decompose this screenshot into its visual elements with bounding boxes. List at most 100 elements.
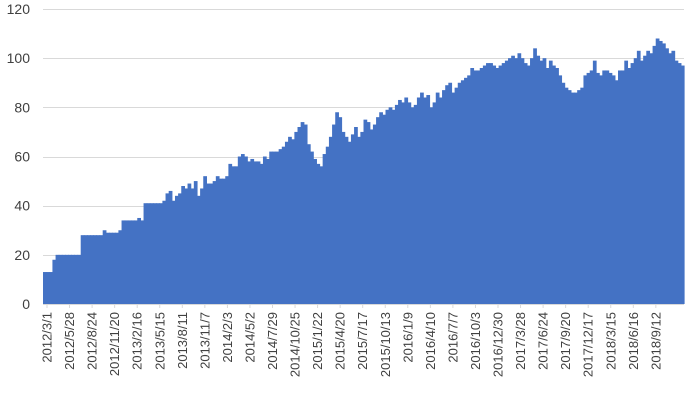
bar — [457, 82, 462, 304]
bar — [335, 112, 339, 304]
bar — [212, 181, 217, 304]
x-tick-label: 2015/10/13 — [378, 312, 393, 377]
bar — [209, 183, 214, 304]
bar — [288, 136, 292, 304]
y-tick-label: 120 — [7, 1, 31, 17]
bar — [602, 70, 607, 305]
bar — [530, 58, 534, 304]
y-tick-label: 100 — [7, 50, 31, 66]
y-tick-label: 80 — [14, 99, 30, 115]
bar — [517, 53, 522, 304]
x-tick-label: 2013/5/15 — [152, 312, 167, 370]
bar — [649, 53, 654, 304]
bar — [366, 122, 371, 304]
bar — [382, 114, 387, 305]
bar — [306, 144, 311, 304]
bar — [435, 92, 440, 304]
bar — [193, 181, 198, 304]
bar — [514, 58, 519, 304]
bar — [520, 58, 525, 304]
bar — [178, 193, 182, 305]
bar — [83, 235, 88, 304]
bar — [473, 70, 478, 305]
bar — [228, 163, 233, 305]
bar — [592, 60, 597, 305]
bar — [621, 70, 625, 305]
bar — [394, 104, 399, 305]
bar — [410, 107, 415, 304]
bar — [269, 151, 273, 304]
x-tick-label: 2018/3/15 — [603, 312, 618, 370]
bar — [140, 220, 145, 304]
bar — [611, 75, 616, 305]
x-tick-label: 2018/9/12 — [648, 312, 663, 370]
bar — [376, 117, 380, 304]
x-tick-label: 2016/12/30 — [491, 312, 506, 377]
bar — [596, 72, 600, 304]
x-tick-label: 2013/11/7 — [197, 312, 212, 369]
bar — [680, 65, 685, 304]
bar — [143, 203, 148, 304]
x-tick-label: 2015/1/22 — [310, 312, 325, 370]
y-axis-tick-labels: 0 20 40 60 80 100 120 — [7, 1, 31, 312]
bar — [501, 63, 506, 304]
bar — [369, 129, 374, 304]
bar — [303, 124, 308, 304]
bar — [196, 195, 201, 304]
bar — [222, 178, 226, 305]
bar — [511, 55, 515, 305]
x-tick-label: 2014/10/25 — [288, 312, 303, 377]
bar — [234, 166, 239, 304]
bar — [574, 92, 578, 304]
bar — [495, 68, 500, 304]
bar — [90, 235, 94, 304]
bar — [171, 200, 176, 304]
bar — [206, 183, 211, 304]
bar — [354, 127, 358, 304]
bar — [545, 68, 550, 304]
x-tick-label: 2017/3/28 — [513, 312, 528, 370]
y-tick-label: 60 — [14, 149, 30, 165]
bar — [43, 272, 47, 304]
bar — [467, 75, 471, 305]
bar — [426, 95, 431, 304]
bar — [259, 163, 264, 305]
bar — [498, 65, 503, 304]
x-tick-label: 2016/7/7 — [445, 312, 460, 363]
bar — [266, 158, 270, 304]
bar — [240, 154, 245, 304]
bar — [134, 220, 138, 304]
y-tick-label: 40 — [14, 198, 30, 214]
bar — [492, 65, 497, 304]
bar — [486, 63, 490, 304]
bar — [250, 158, 255, 304]
bar — [49, 272, 54, 304]
bar — [300, 122, 305, 304]
bar — [262, 156, 267, 304]
x-tick-label: 2013/8/11 — [175, 312, 190, 369]
bar — [319, 166, 324, 304]
bar — [489, 63, 493, 304]
bar — [281, 146, 286, 304]
x-tick-label: 2015/4/20 — [333, 312, 348, 370]
x-tick-label: 2012/8/24 — [85, 312, 100, 370]
bar — [668, 53, 673, 304]
bar — [577, 90, 581, 305]
bar — [533, 48, 537, 304]
bar — [237, 156, 242, 304]
bar — [86, 235, 91, 304]
x-tick-label: 2017/9/20 — [558, 312, 573, 370]
bar — [350, 134, 355, 305]
bar — [442, 90, 446, 305]
bar — [275, 151, 280, 304]
bar — [115, 232, 120, 304]
bar — [599, 75, 603, 305]
x-tick-label: 2012/5/28 — [62, 312, 77, 370]
bar — [523, 63, 528, 304]
bar — [344, 136, 349, 304]
x-tick-label: 2015/7/17 — [355, 312, 370, 370]
y-tick-label: 0 — [22, 296, 30, 312]
bar — [372, 124, 377, 304]
bar — [627, 68, 632, 304]
bar — [146, 203, 151, 304]
